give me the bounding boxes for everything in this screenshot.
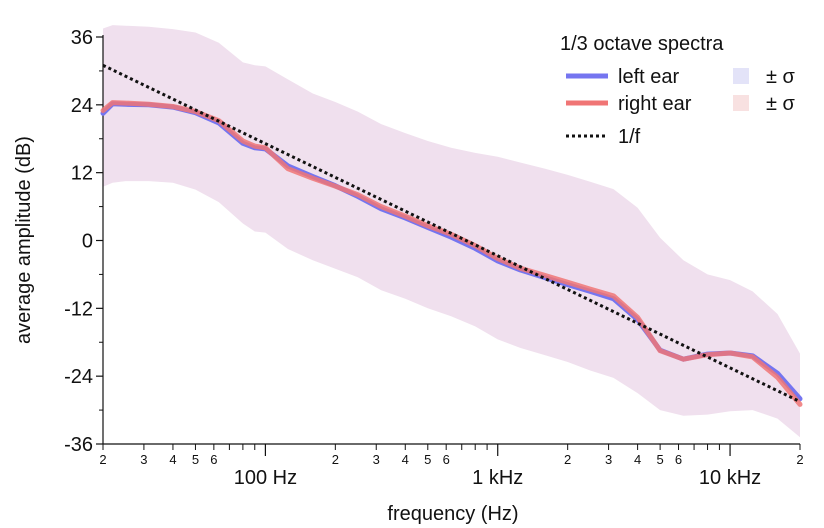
x-major-tick-label: 10 kHz: [699, 467, 761, 489]
x-axis-label: frequency (Hz): [387, 503, 518, 525]
legend-title: 1/3 octave spectra: [560, 33, 724, 55]
x-minor-tick-label: 2: [99, 452, 106, 467]
y-tick-label: -12: [64, 298, 93, 320]
y-tick-label: 24: [71, 95, 93, 117]
y-axis-label: average amplitude (dB): [13, 136, 35, 344]
x-minor-tick-label: 5: [192, 452, 199, 467]
x-minor-tick-label: 3: [605, 452, 612, 467]
legend-label: ± σ: [766, 93, 796, 115]
x-minor-tick-label: 2: [564, 452, 571, 467]
x-minor-tick-label: 5: [657, 452, 664, 467]
sigma-band-layer: [103, 25, 800, 438]
y-tick-label: 0: [82, 231, 93, 253]
data-series-layer: [100, 63, 803, 407]
x-minor-tick-label: 3: [140, 452, 147, 467]
y-tick-label: 36: [71, 27, 93, 49]
x-minor-tick-label: 2: [332, 452, 339, 467]
x-minor-tick-label: 4: [169, 452, 176, 467]
x-major-tick-label: 100 Hz: [234, 467, 297, 489]
y-tick-label: 12: [71, 163, 93, 185]
x-minor-tick-label: 2: [796, 452, 803, 467]
sigma-band: [103, 25, 800, 438]
x-minor-tick-label: 6: [210, 452, 217, 467]
legend-label: left ear: [618, 66, 679, 88]
legend-label: 1/f: [618, 126, 641, 148]
x-minor-tick-label: 5: [424, 452, 431, 467]
reference-line-1-over-f: [102, 63, 801, 403]
legend-swatch-sigma: [733, 95, 749, 111]
y-tick-label: -36: [64, 434, 93, 456]
legend-label: right ear: [618, 93, 692, 115]
legend-label: ± σ: [766, 66, 796, 88]
legend-swatch-sigma: [733, 68, 749, 84]
y-tick-label: -24: [64, 366, 93, 388]
x-major-tick-label: 1 kHz: [472, 467, 523, 489]
x-minor-tick-label: 6: [443, 452, 450, 467]
x-minor-tick-label: 3: [373, 452, 380, 467]
legend: 1/3 octave spectra left ear right ear 1/f ± …: [560, 33, 796, 148]
x-minor-tick-label: 6: [675, 452, 682, 467]
series-line-right-ear: [100, 100, 803, 407]
x-minor-tick-label: 4: [634, 452, 641, 467]
x-minor-tick-label: 4: [402, 452, 409, 467]
